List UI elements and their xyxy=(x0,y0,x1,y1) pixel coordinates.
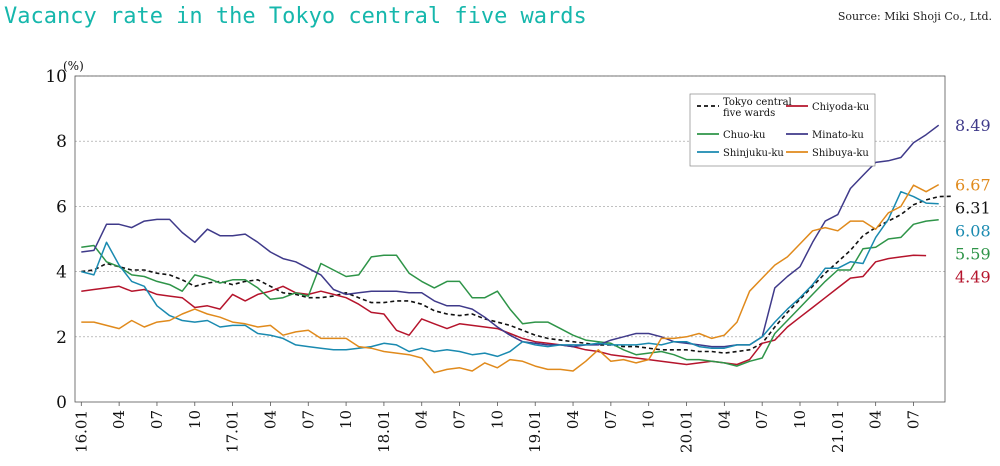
x-tick-label: 07 xyxy=(451,410,469,429)
x-tick-label: 04 xyxy=(867,410,885,429)
y-tick-label: 2 xyxy=(56,328,67,348)
y-unit-label: (%) xyxy=(63,59,84,73)
legend-label: Minato-ku xyxy=(812,130,864,141)
end-value-label: 8.49 xyxy=(955,116,991,135)
series-line-tokyo-central-five-wards xyxy=(81,195,952,354)
legend-label: Shinjuku-ku xyxy=(723,148,784,159)
x-tick-label: 10 xyxy=(488,410,506,429)
x-tick-label: 07 xyxy=(904,410,922,429)
x-tick-label: 18.01 xyxy=(375,410,393,453)
y-tick-label: 6 xyxy=(56,197,67,217)
x-tick-label: 10 xyxy=(640,410,658,429)
y-tick-label: 4 xyxy=(56,263,67,283)
end-value-labels: 8.49 6.67 6.31 6.08 5.59 4.49 xyxy=(955,116,991,286)
x-tick-label: 10 xyxy=(337,410,355,429)
x-tick-label: 17.01 xyxy=(224,410,242,453)
end-value-label: 4.49 xyxy=(955,268,991,287)
x-tick-label: 07 xyxy=(299,410,317,429)
plot-frame xyxy=(74,75,946,403)
end-value-label: 5.59 xyxy=(955,245,991,264)
series-line-shibuya-ku xyxy=(81,183,940,374)
x-tick-label: 07 xyxy=(753,410,771,429)
legend-label: Tokyo central five wards xyxy=(723,97,792,119)
y-tick-label: 10 xyxy=(45,67,67,87)
legend: Tokyo central five wards Chiyoda-ku Chuo-ku… xyxy=(689,93,876,167)
x-tick-label: 10 xyxy=(186,410,204,429)
legend-label: Shibuya-ku xyxy=(812,148,869,159)
source-note: Source: Miki Shoji Co., Ltd. xyxy=(837,10,992,23)
series-line-minato-ku xyxy=(81,124,940,348)
x-tick-label: 21.01 xyxy=(829,410,847,453)
y-tick-label: 0 xyxy=(56,393,67,413)
x-tick-label: 20.01 xyxy=(678,410,696,453)
x-tick-label: 07 xyxy=(148,410,166,429)
end-value-label: 6.67 xyxy=(955,176,991,195)
x-tick-label: 04 xyxy=(261,410,279,429)
x-tick-label: 04 xyxy=(564,410,582,429)
x-tick-label: 19.01 xyxy=(526,410,544,453)
x-tick-label: 10 xyxy=(791,410,809,429)
x-tick-label: 16.01 xyxy=(72,410,90,453)
end-value-label: 6.08 xyxy=(955,222,991,241)
x-tick-label: 04 xyxy=(110,410,128,429)
x-tick-label: 07 xyxy=(602,410,620,429)
end-value-label: 6.31 xyxy=(955,199,991,218)
legend-label: Chiyoda-ku xyxy=(812,102,870,113)
y-tick-label: 8 xyxy=(56,132,67,152)
legend-box xyxy=(689,93,876,167)
x-tick-label: 04 xyxy=(413,410,431,429)
series-line-chuo-ku xyxy=(81,219,939,367)
legend-label: Chuo-ku xyxy=(723,130,766,141)
series-lines xyxy=(81,124,952,374)
x-tick-label: 04 xyxy=(715,410,733,429)
series-line-shinjuku-ku xyxy=(81,190,939,358)
chart-title: Vacancy rate in the Tokyo central five w… xyxy=(4,4,587,29)
